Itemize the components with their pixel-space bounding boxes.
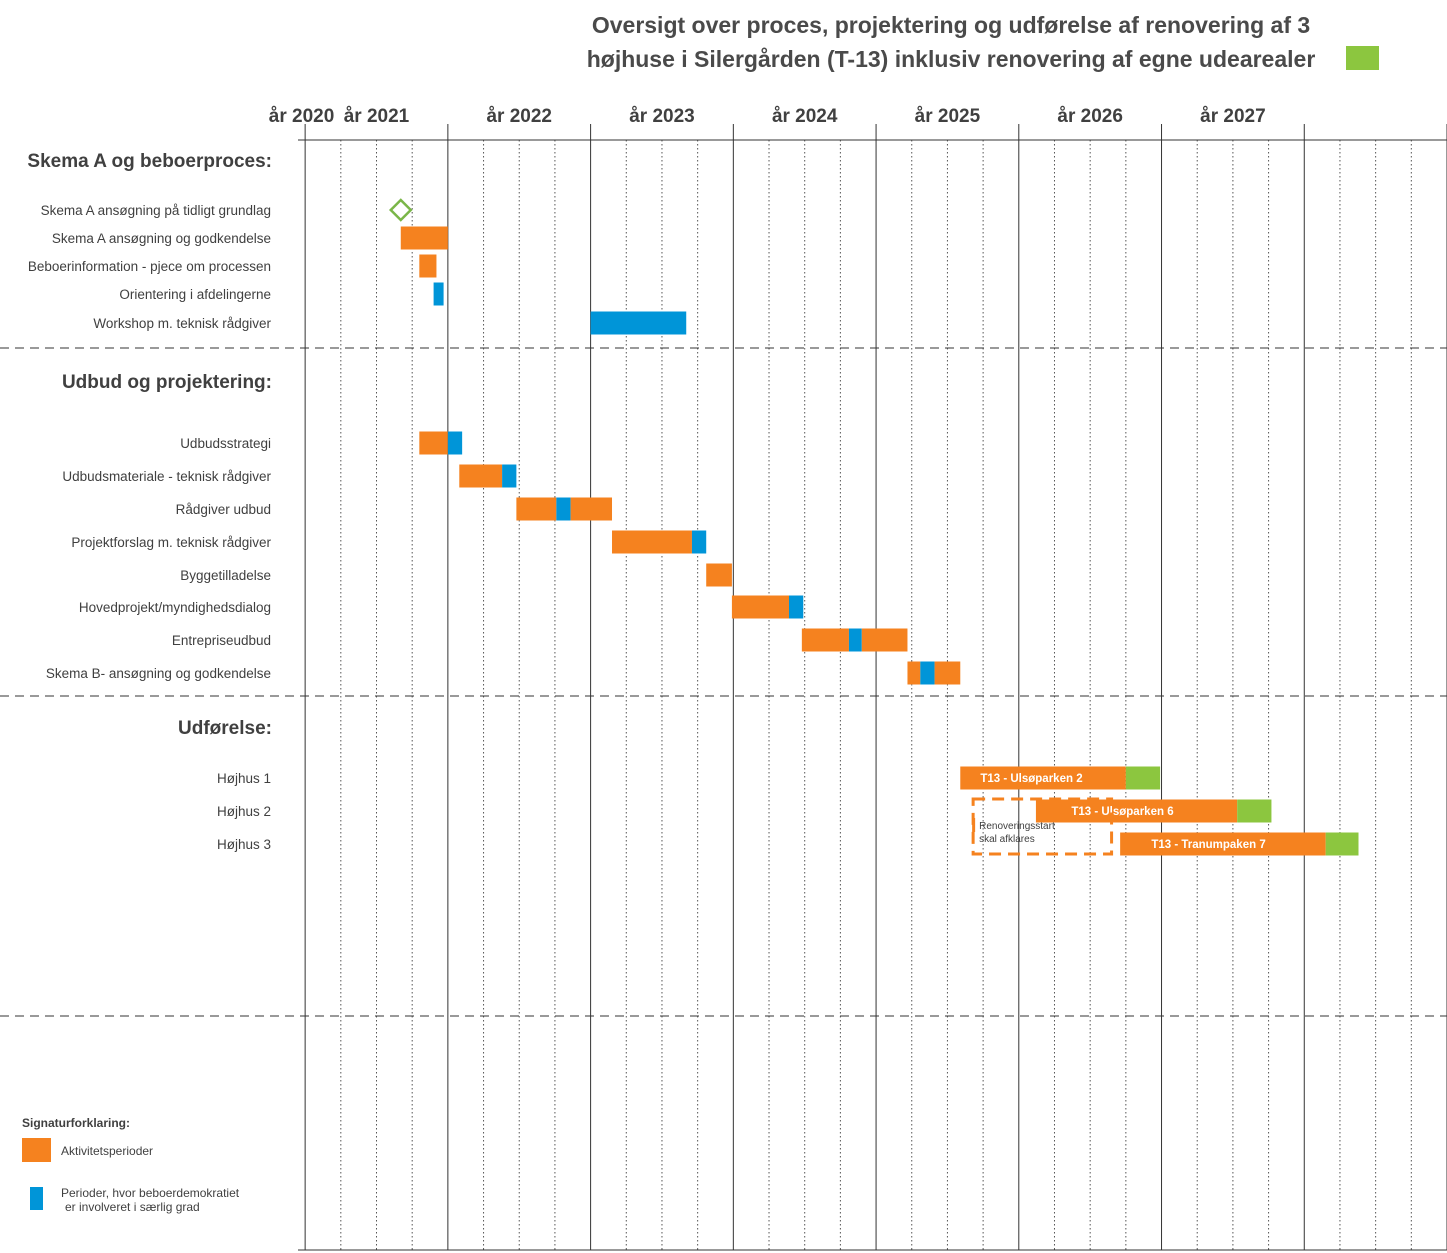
- bar-activity: [419, 254, 437, 278]
- bar-outdoor: [1125, 766, 1161, 790]
- section-label: Udbud og projektering:: [62, 372, 272, 393]
- milestone-diamond: [388, 198, 413, 222]
- bar-outdoor: [1325, 832, 1359, 856]
- bar-resident: [789, 595, 804, 619]
- row-label: Højhus 3: [217, 837, 271, 852]
- legend-swatch-activity: [22, 1138, 51, 1162]
- row-label: Rådgiver udbud: [176, 502, 271, 517]
- bar-activity: [861, 628, 908, 652]
- row-label: Skema A ansøgning og godkendelse: [52, 231, 271, 246]
- bar-label: T13 - Ulsøparken 6: [1071, 806, 1173, 818]
- bar-resident: [590, 311, 687, 335]
- row-label: Skema A ansøgning på tidligt grundlag: [41, 203, 271, 218]
- bar-label: T13 - Ulsøparken 2: [980, 773, 1082, 785]
- row-label: Entrepriseudbud: [172, 633, 271, 648]
- section-labels: Skema A og beboerproces: Udbud og projekt…: [27, 151, 272, 739]
- section-label: Skema A og beboerproces:: [27, 151, 272, 172]
- bar-activity: [612, 530, 692, 554]
- bar-activity: [459, 464, 503, 488]
- year-label: år 2020: [269, 106, 335, 127]
- annotation-text: Renoveringsstart: [979, 821, 1055, 832]
- outdoor-legend-swatch: [1346, 46, 1379, 70]
- bar-activity: [1035, 799, 1238, 823]
- bar-activity: [934, 661, 961, 685]
- row-label: Udbudsmateriale - teknisk rådgiver: [62, 469, 271, 484]
- bar-activity: [516, 497, 557, 521]
- bar-activity: [801, 628, 849, 652]
- row-label: Beboerinformation - pjece om processen: [28, 259, 271, 274]
- bar-resident: [848, 628, 862, 652]
- bar-resident: [433, 282, 444, 306]
- bar-activity: [1120, 832, 1326, 856]
- annotation-text: skal afklares: [979, 834, 1035, 845]
- bar-label: T13 - Tranumpaken 7: [1151, 839, 1265, 851]
- section-label: Udførelse:: [178, 718, 272, 739]
- bar-activity: [706, 563, 732, 587]
- annotation-marker: [972, 818, 976, 832]
- bar-resident: [920, 661, 935, 685]
- bar-resident: [502, 464, 517, 488]
- bar-activity: [400, 226, 448, 250]
- title-line-1: Oversigt over proces, projektering og ud…: [592, 12, 1310, 38]
- row-label: Skema B- ansøgning og godkendelse: [46, 666, 271, 681]
- year-label: år 2027: [1200, 106, 1266, 127]
- chart-title: Oversigt over proces, projektering og ud…: [587, 12, 1316, 72]
- year-label: år 2025: [915, 106, 981, 127]
- legend-swatch-resident: [30, 1187, 43, 1210]
- row-label: Workshop m. teknisk rådgiver: [93, 316, 271, 331]
- gantt-bars: T13 - Ulsøparken 2 T13 - Ulsøparken 6 T13 …: [388, 198, 1359, 856]
- bar-activity: [570, 497, 613, 521]
- bar-activity: [960, 766, 1126, 790]
- bar-outdoor: [1237, 799, 1272, 823]
- legend-text-resident: Perioder, hvor beboerdemokratiet: [61, 1186, 240, 1200]
- row-labels: Skema A ansøgning på tidligt grundlag Ske…: [28, 203, 272, 852]
- legend-title: Signaturforklaring:: [22, 1116, 130, 1130]
- legend-text-activity: Aktivitetsperioder: [61, 1144, 153, 1158]
- year-label: år 2023: [629, 106, 695, 127]
- bar-activity: [731, 595, 790, 619]
- row-label: Højhus 2: [217, 804, 271, 819]
- bar-activity: [907, 661, 921, 685]
- year-axis: år 2020 år 2021 år 2022 år 2023 år 2024 år 20…: [269, 106, 1266, 127]
- row-label: Projektforslag m. teknisk rådgiver: [71, 535, 271, 550]
- year-label: år 2026: [1057, 106, 1123, 127]
- row-label: Udbudsstrategi: [180, 436, 271, 451]
- timeline-grid: [0, 124, 1447, 1251]
- bar-activity: [419, 431, 448, 455]
- row-label: Orientering i afdelingerne: [119, 287, 271, 302]
- year-label: år 2022: [486, 106, 552, 127]
- year-label: år 2024: [772, 106, 838, 127]
- bar-resident: [556, 497, 571, 521]
- title-line-2: højhuse i Silergården (T-13) inklusiv re…: [587, 46, 1316, 72]
- row-label: Byggetilladelse: [180, 568, 271, 583]
- legend-text-resident: er involveret i særlig grad: [65, 1200, 200, 1214]
- row-label: Højhus 1: [217, 771, 271, 786]
- legend: Signaturforklaring: Aktivitetsperioder Per…: [22, 1116, 240, 1214]
- renovation-start-note: Renoveringsstart skal afklares: [971, 797, 1114, 856]
- bar-resident: [691, 530, 707, 554]
- year-label: år 2021: [344, 106, 410, 127]
- row-label: Hovedprojekt/myndighedsdialog: [79, 600, 271, 615]
- bar-resident: [447, 431, 463, 455]
